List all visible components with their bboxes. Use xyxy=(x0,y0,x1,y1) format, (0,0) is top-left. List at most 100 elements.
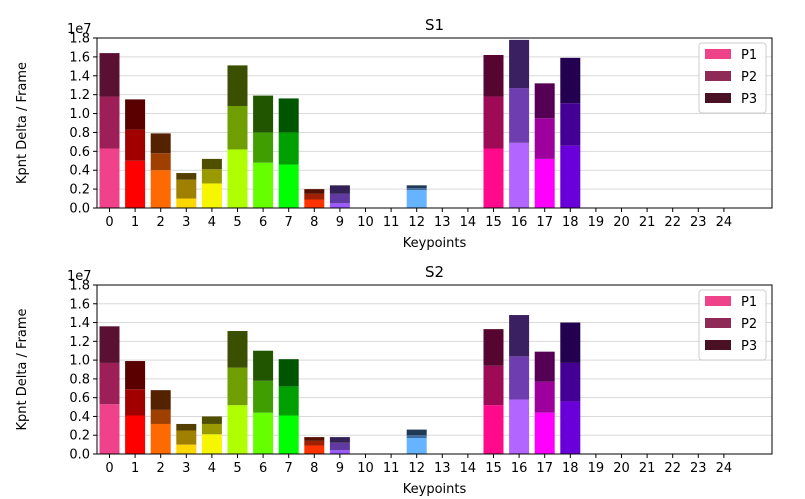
bar-p3-12 xyxy=(406,429,427,436)
bar-p1-18 xyxy=(560,145,581,208)
y-tick-label: 0.2 xyxy=(69,183,90,198)
bar-p2-4 xyxy=(201,169,222,184)
plot-frame xyxy=(96,284,773,455)
bar-p1-18 xyxy=(560,401,581,454)
legend-swatch-p3 xyxy=(705,93,731,103)
bar-p3-7 xyxy=(278,359,299,387)
bar-p3-6 xyxy=(253,350,274,381)
bar-p2-17 xyxy=(534,381,555,413)
bar-p1-3 xyxy=(176,198,197,208)
bar-p3-4 xyxy=(201,416,222,424)
bar-p3-2 xyxy=(150,133,171,154)
bar-p2-6 xyxy=(253,132,274,163)
bar-p1-8 xyxy=(304,199,325,208)
bar-p3-1 xyxy=(125,361,146,390)
bar-p2-18 xyxy=(560,362,581,402)
bar-p1-7 xyxy=(278,415,299,454)
bar-p2-18 xyxy=(560,103,581,146)
x-tick-label: 23 xyxy=(690,461,707,476)
legend-label-p3: P3 xyxy=(741,339,757,354)
x-tick-label: 8 xyxy=(310,461,318,476)
x-tick-label: 8 xyxy=(310,215,318,230)
y-tick-label: 1.4 xyxy=(69,316,90,331)
bar-p2-0 xyxy=(99,96,120,149)
bar-p2-15 xyxy=(483,96,504,149)
x-axis-label: Keypoints xyxy=(403,236,467,251)
x-tick-label: 13 xyxy=(434,215,451,230)
bar-p2-9 xyxy=(329,193,350,204)
bar-p3-17 xyxy=(534,351,555,382)
bar-p2-0 xyxy=(99,362,120,405)
x-tick-label: 6 xyxy=(259,215,267,230)
x-tick-label: 19 xyxy=(588,461,605,476)
x-tick-label: 2 xyxy=(157,215,165,230)
x-tick-label: 21 xyxy=(639,215,656,230)
bar-p2-6 xyxy=(253,380,274,413)
y-tick-label: 1.8 xyxy=(69,32,90,47)
bar-p2-17 xyxy=(534,118,555,159)
x-tick-label: 9 xyxy=(336,215,344,230)
legend-swatch-p2 xyxy=(705,71,731,81)
y-tick-label: 0.4 xyxy=(69,164,90,179)
x-tick-label: 0 xyxy=(105,215,113,230)
bar-p1-16 xyxy=(509,399,530,454)
legend-swatch-p1 xyxy=(705,296,731,306)
x-tick-label: 20 xyxy=(613,461,630,476)
bar-p3-16 xyxy=(509,315,530,357)
bar-p1-0 xyxy=(99,148,120,208)
x-axis-label: Keypoints xyxy=(403,482,467,497)
bar-p1-6 xyxy=(253,412,274,454)
y-offset-label: 1e7 xyxy=(67,22,92,37)
x-tick-label: 22 xyxy=(664,215,681,230)
legend-swatch-p1 xyxy=(705,49,731,59)
bar-p1-17 xyxy=(534,158,555,208)
y-tick-label: 0.8 xyxy=(69,126,90,141)
bar-p1-3 xyxy=(176,444,197,454)
plot-frame xyxy=(96,37,773,209)
bar-p3-15 xyxy=(483,55,504,97)
bar-p3-8 xyxy=(304,189,325,194)
x-tick-label: 3 xyxy=(182,215,190,230)
x-tick-label: 10 xyxy=(357,215,374,230)
y-tick-label: 0.6 xyxy=(69,145,90,160)
bar-p1-5 xyxy=(227,405,248,454)
x-tick-label: 23 xyxy=(690,215,707,230)
bar-p1-4 xyxy=(201,183,222,208)
bar-p1-15 xyxy=(483,405,504,454)
bar-p1-16 xyxy=(509,142,530,208)
y-tick-label: 1.2 xyxy=(69,335,90,350)
bar-p3-16 xyxy=(509,39,530,89)
x-tick-label: 11 xyxy=(383,215,400,230)
y-tick-label: 0.2 xyxy=(69,429,90,444)
bar-p3-15 xyxy=(483,329,504,366)
bar-p2-2 xyxy=(150,153,171,171)
x-tick-label: 15 xyxy=(485,215,502,230)
x-tick-label: 18 xyxy=(562,215,579,230)
bar-p1-1 xyxy=(125,415,146,454)
bar-p2-12 xyxy=(406,435,427,439)
x-tick-label: 17 xyxy=(536,215,553,230)
x-tick-label: 12 xyxy=(408,461,425,476)
y-tick-label: 1.0 xyxy=(69,354,90,369)
legend-swatch-p3 xyxy=(705,340,731,350)
x-tick-label: 16 xyxy=(511,461,528,476)
bar-p1-8 xyxy=(304,445,325,454)
bar-p1-9 xyxy=(329,450,350,454)
y-tick-label: 0.8 xyxy=(69,372,90,387)
x-tick-label: 18 xyxy=(562,461,579,476)
bar-p3-9 xyxy=(329,185,350,194)
bar-p3-3 xyxy=(176,423,197,431)
x-tick-label: 11 xyxy=(383,461,400,476)
x-tick-label: 0 xyxy=(105,461,113,476)
chart-s1: 0.00.20.40.60.81.01.21.41.61.80 1 2 3 4 5 6 7 8 9… xyxy=(15,16,773,251)
y-tick-label: 1.8 xyxy=(69,279,90,294)
legend-label-p2: P2 xyxy=(741,70,757,85)
bar-p3-12 xyxy=(406,185,427,189)
bar-p1-15 xyxy=(483,148,504,208)
y-tick-label: 0.0 xyxy=(69,448,90,463)
x-tick-label: 5 xyxy=(233,461,241,476)
y-tick-label: 0.4 xyxy=(69,410,90,425)
bar-p1-7 xyxy=(278,164,299,208)
chart-title: S1 xyxy=(425,16,444,34)
bar-p3-6 xyxy=(253,95,274,133)
